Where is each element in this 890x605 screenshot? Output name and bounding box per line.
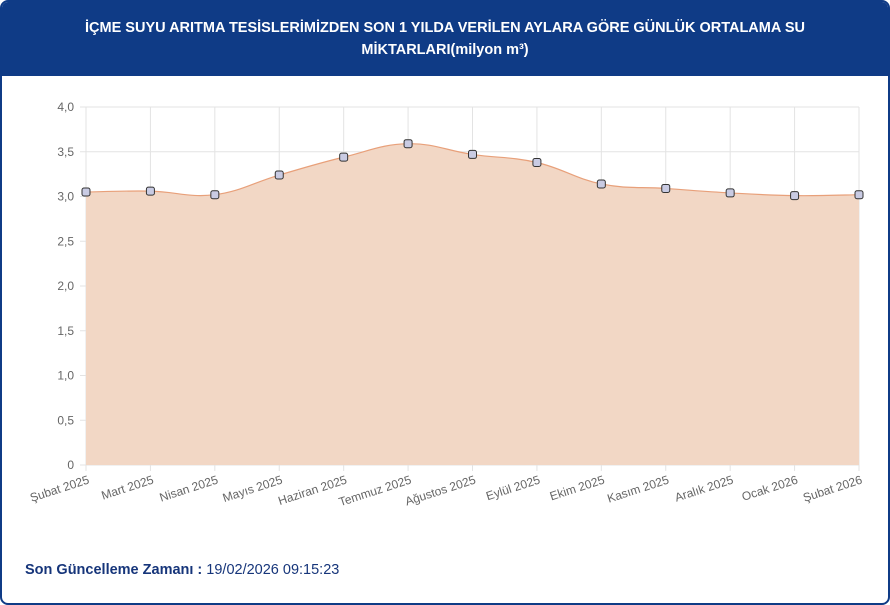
point bbox=[210, 190, 220, 200]
x-tick-label: Ekim 2025 bbox=[548, 472, 607, 503]
x-tick-label: Haziran 2025 bbox=[276, 472, 349, 507]
x-tick-label: Şubat 2026 bbox=[801, 472, 864, 504]
x-tick-label: Mart 2025 bbox=[100, 472, 156, 502]
area bbox=[86, 143, 859, 465]
x-tick-label: Eylül 2025 bbox=[484, 472, 542, 503]
x-tick-label: Mayıs 2025 bbox=[221, 472, 285, 505]
y-tick-label: 2,0 bbox=[57, 279, 74, 293]
x-tick-label: Nisan 2025 bbox=[158, 472, 220, 504]
point bbox=[81, 187, 91, 197]
chart-title: İÇME SUYU ARITMA TESİSLERİMİZDEN SON 1 Y… bbox=[85, 20, 805, 58]
y-tick-label: 0 bbox=[67, 458, 74, 472]
point bbox=[790, 191, 800, 201]
x-tick-label: Temmuz 2025 bbox=[337, 472, 413, 509]
point bbox=[854, 190, 864, 200]
point bbox=[468, 149, 477, 159]
y-tick-label: 1,0 bbox=[57, 369, 74, 383]
y-tick-label: 3,5 bbox=[57, 145, 74, 159]
point bbox=[403, 139, 413, 149]
footer: Son Güncelleme Zamanı : 19/02/2026 09:15… bbox=[25, 562, 339, 578]
point bbox=[274, 170, 284, 180]
x-tick-label: Şubat 2025 bbox=[28, 472, 91, 504]
point bbox=[532, 157, 542, 167]
y-tick-label: 4,0 bbox=[57, 100, 74, 114]
point bbox=[339, 152, 349, 162]
y-tick-label: 0,5 bbox=[57, 413, 74, 427]
point bbox=[145, 186, 155, 196]
x-tick-label: Ağustos 2025 bbox=[403, 472, 477, 508]
header: İÇME SUYU ARITMA TESİSLERİMİZDEN SON 1 Y… bbox=[2, 2, 888, 76]
point bbox=[596, 179, 606, 189]
y-tick-label: 2,5 bbox=[57, 234, 74, 248]
y-tick-label: 3,0 bbox=[57, 190, 74, 204]
update-label: Son Güncelleme Zamanı : bbox=[25, 562, 203, 578]
y-tick-label: 1,5 bbox=[57, 324, 74, 338]
point bbox=[661, 183, 671, 193]
x-tick-label: Kasım 2025 bbox=[605, 472, 671, 505]
point bbox=[725, 188, 735, 198]
update-time: 19/02/2026 09:15:23 bbox=[206, 562, 340, 578]
x-tick-label: Ocak 2026 bbox=[740, 472, 800, 503]
x-tick-label: Aralık 2025 bbox=[673, 472, 735, 504]
